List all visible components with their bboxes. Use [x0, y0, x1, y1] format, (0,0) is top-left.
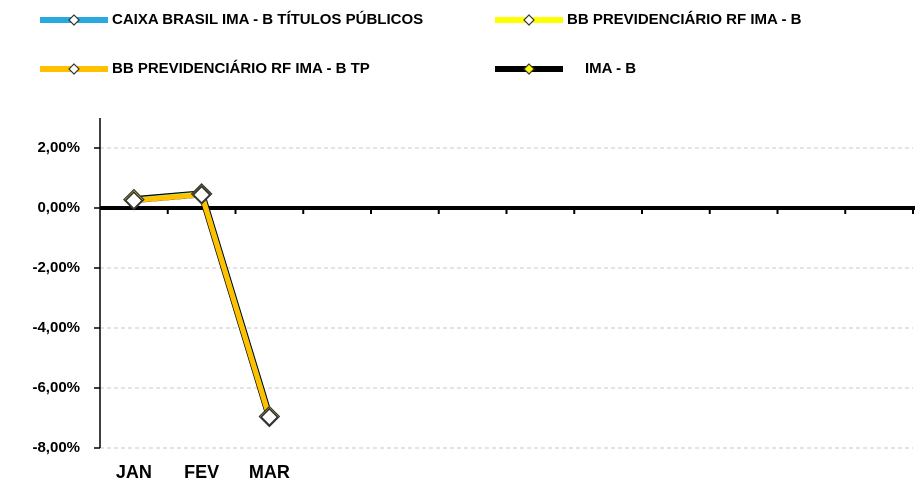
y-tick-label: -8,00% [32, 439, 80, 456]
legend-label: IMA - B [585, 60, 636, 77]
series-line [133, 191, 272, 419]
legend-label: BB PREVIDENCIÁRIO RF IMA - B [567, 11, 802, 28]
series-line [133, 192, 272, 418]
y-tick-label: -2,00% [32, 259, 80, 276]
y-tick-label: 0,00% [37, 199, 80, 216]
legend-marker [68, 63, 80, 75]
x-tick-label: FEV [184, 462, 219, 482]
series-marker [192, 185, 211, 204]
series-marker [125, 191, 143, 210]
series-line [133, 191, 272, 418]
legend-marker [68, 14, 80, 26]
y-tick-label: -6,00% [32, 379, 80, 396]
series-marker [260, 408, 279, 426]
x-tick-label: MAR [249, 462, 290, 482]
series-line [133, 190, 273, 418]
y-tick-label: 2,00% [37, 139, 80, 156]
legend-label: CAIXA BRASIL IMA - B TÍTULOS PÚBLICOS [112, 10, 423, 28]
legend-marker [523, 63, 535, 75]
x-tick-label: JAN [116, 462, 152, 482]
legend-marker [523, 14, 535, 26]
y-tick-label: -4,00% [32, 319, 80, 336]
legend-label: BB PREVIDENCIÁRIO RF IMA - B TP [112, 60, 370, 77]
